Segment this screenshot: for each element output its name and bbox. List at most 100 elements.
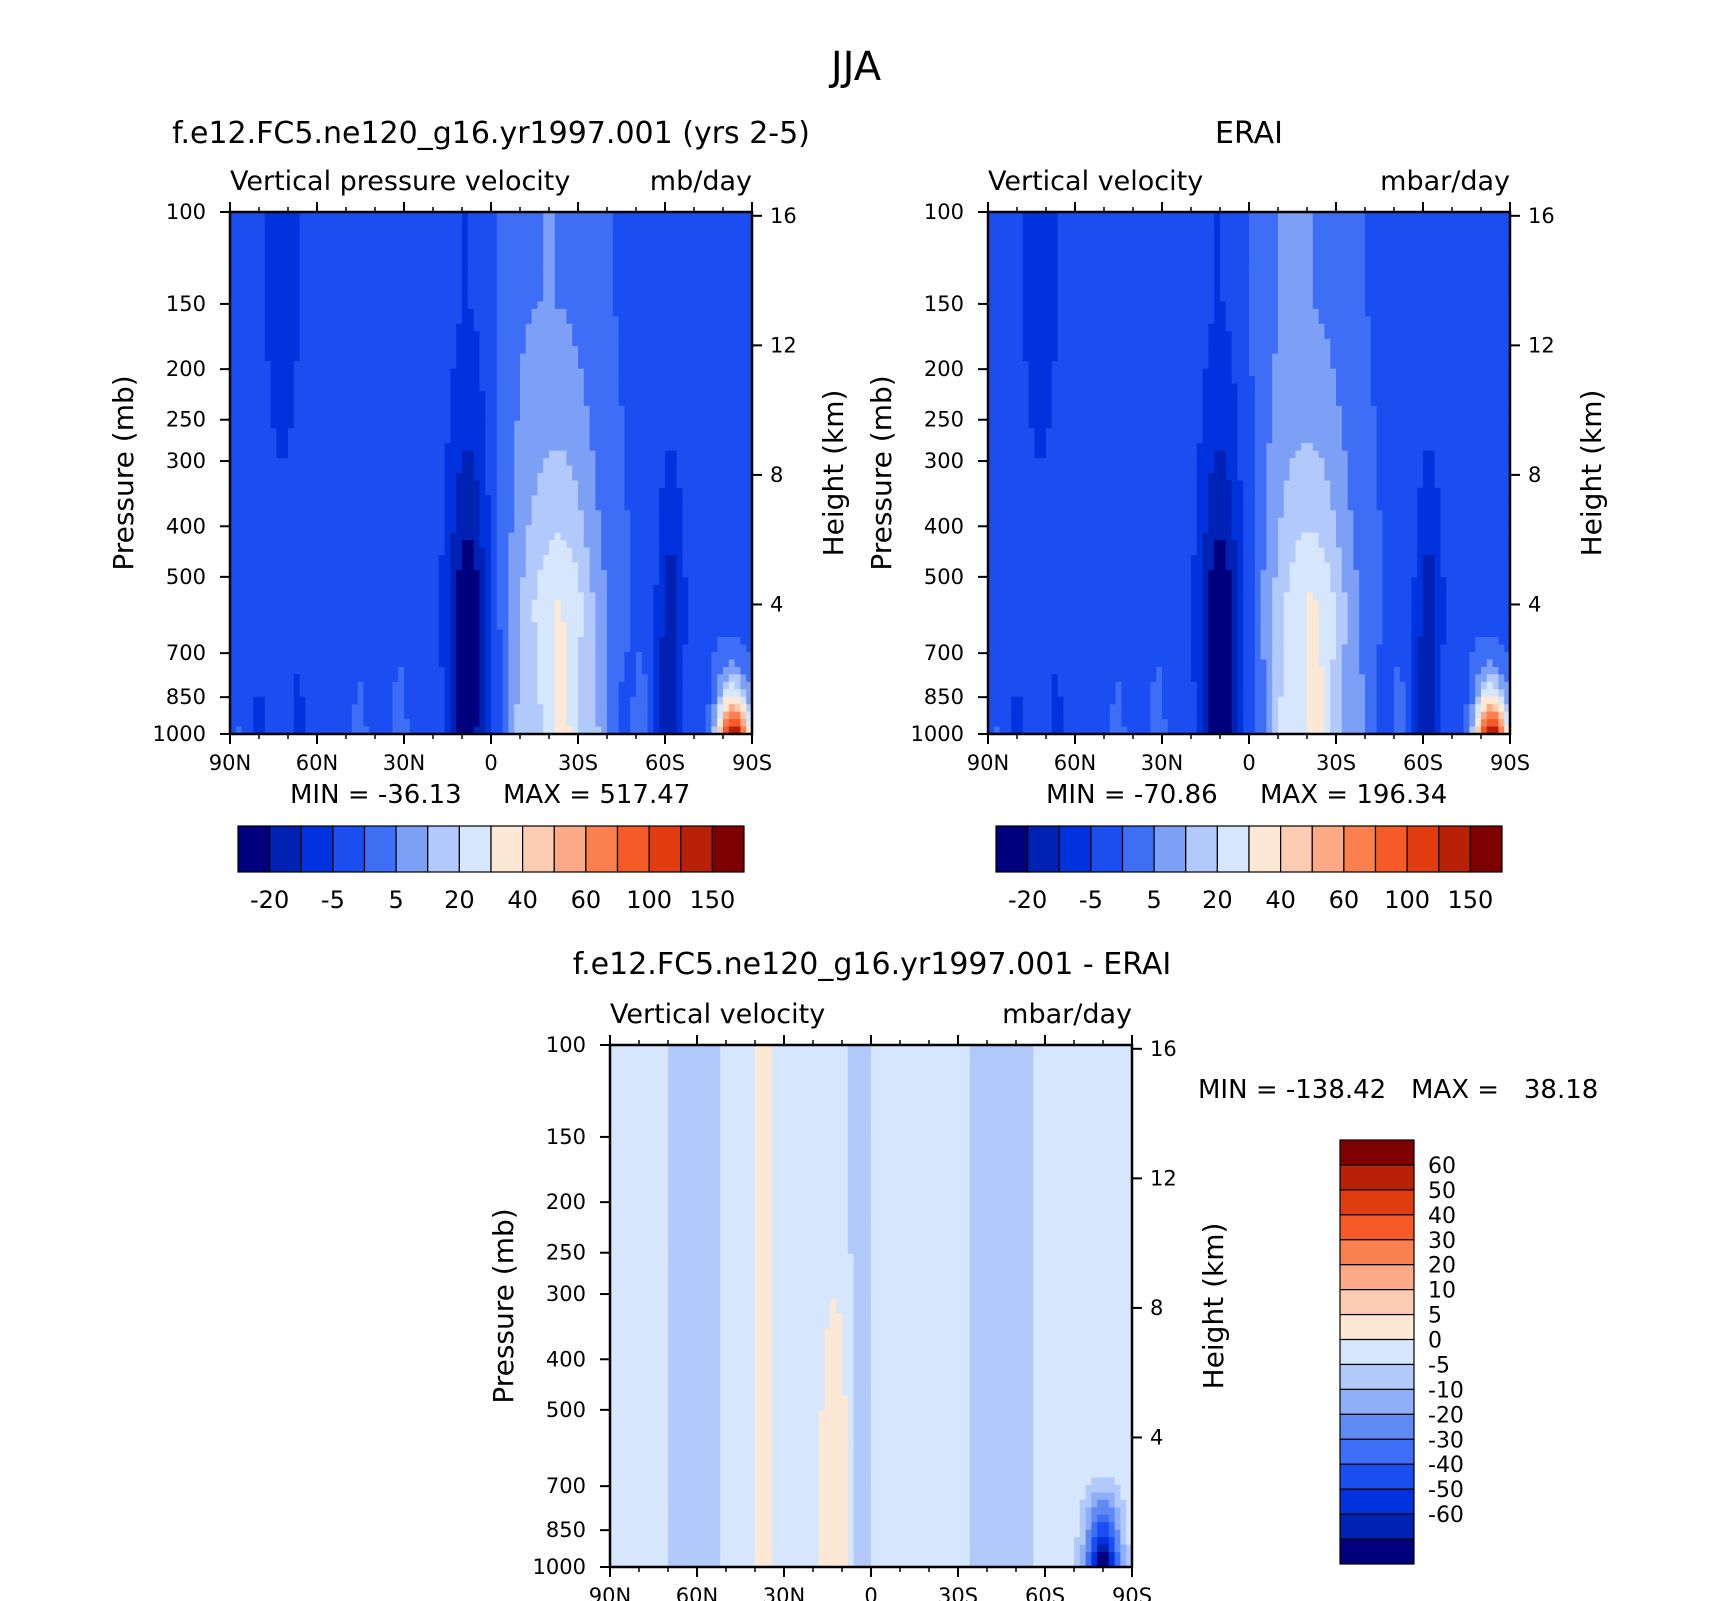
contour-cell — [514, 428, 521, 437]
contour-cell — [346, 405, 353, 414]
contour-cell — [734, 323, 741, 332]
contour-cell — [375, 420, 382, 429]
contour-cell — [612, 607, 620, 616]
contour-cell — [636, 562, 643, 571]
contour-cell — [317, 316, 324, 325]
contour-cell — [665, 458, 672, 467]
contour-cell — [241, 480, 248, 489]
contour-cell — [311, 383, 318, 392]
contour-cell — [456, 405, 463, 414]
contour-cell — [543, 271, 550, 280]
contour-cell — [537, 279, 544, 288]
contour-cell — [601, 256, 608, 265]
contour-cell — [438, 316, 446, 325]
contour-cell — [473, 510, 480, 519]
contour-cell — [398, 510, 405, 519]
contour-cell — [479, 338, 486, 347]
contour-cell — [694, 473, 701, 482]
contour-cell — [328, 241, 335, 250]
contour-cell — [537, 323, 544, 332]
contour-cell — [491, 540, 498, 549]
contour-cell — [740, 510, 747, 519]
contour-cell — [665, 279, 672, 288]
contour-cell — [665, 271, 672, 280]
contour-cell — [531, 219, 538, 228]
contour-cell — [746, 443, 752, 452]
contour-cell — [566, 577, 573, 586]
contour-cell — [305, 510, 312, 519]
contour-cell — [340, 234, 347, 243]
contour-cell — [491, 264, 498, 273]
contour-cell — [444, 338, 451, 347]
contour-cell — [659, 465, 666, 474]
contour-cell — [241, 465, 248, 474]
contour-cell — [595, 398, 602, 407]
contour-cell — [502, 346, 509, 355]
contour-cell — [670, 264, 678, 273]
contour-cell — [728, 294, 736, 303]
contour-cell — [230, 286, 237, 295]
contour-cell — [322, 398, 330, 407]
contour-cell — [734, 361, 741, 370]
contour-cell — [583, 547, 591, 556]
contour-cell — [270, 562, 277, 571]
contour-cell — [363, 368, 370, 377]
contour-cell — [340, 368, 347, 377]
contour-cell — [659, 279, 666, 288]
contour-cell — [230, 420, 237, 429]
contour-cell — [473, 361, 480, 370]
contour-cell — [717, 256, 724, 265]
contour-cell — [485, 308, 492, 317]
contour-cell — [508, 428, 515, 437]
contour-cell — [711, 294, 718, 303]
contour-cell — [230, 368, 237, 377]
contour-cell — [340, 435, 347, 444]
contour-cell — [653, 443, 660, 452]
contour-cell — [520, 413, 527, 422]
contour-cell — [572, 279, 579, 288]
contour-cell — [369, 346, 376, 355]
contour-cell — [479, 562, 486, 571]
contour-cell — [409, 614, 417, 623]
contour-cell — [363, 353, 370, 362]
contour-cell — [276, 622, 283, 631]
contour-cell — [520, 555, 527, 564]
contour-cell — [340, 256, 347, 265]
contour-cell — [288, 368, 295, 377]
contour-cell — [485, 286, 492, 295]
contour-cell — [723, 443, 730, 452]
contour-cell — [369, 212, 376, 221]
contour-cell — [537, 517, 544, 526]
contour-cell — [578, 465, 585, 474]
contour-cell — [699, 458, 707, 467]
contour-cell — [299, 540, 306, 549]
contour-cell — [583, 286, 591, 295]
contour-cell — [334, 331, 341, 340]
contour-cell — [299, 241, 306, 250]
contour-cell — [247, 510, 254, 519]
contour-cell — [607, 473, 614, 482]
contour-cell — [589, 338, 596, 347]
contour-cell — [694, 458, 701, 467]
contour-cell — [433, 241, 440, 250]
contour-cell — [601, 376, 608, 385]
contour-cell — [473, 286, 480, 295]
contour-cell — [647, 607, 654, 616]
contour-cell — [624, 338, 631, 347]
contour-cell — [641, 376, 649, 385]
contour-cell — [665, 502, 672, 511]
contour-cell — [676, 435, 683, 444]
contour-cell — [670, 473, 678, 482]
contour-cell — [717, 398, 724, 407]
contour-cell — [253, 547, 260, 556]
contour-cell — [624, 584, 631, 593]
contour-cell — [311, 390, 318, 400]
contour-cell — [299, 420, 306, 429]
contour-cell — [740, 525, 747, 534]
contour-cell — [438, 264, 446, 273]
contour-cell — [682, 577, 689, 586]
contour-cell — [630, 502, 637, 511]
contour-cell — [595, 525, 602, 534]
contour-cell — [264, 599, 272, 608]
contour-cell — [375, 495, 382, 504]
